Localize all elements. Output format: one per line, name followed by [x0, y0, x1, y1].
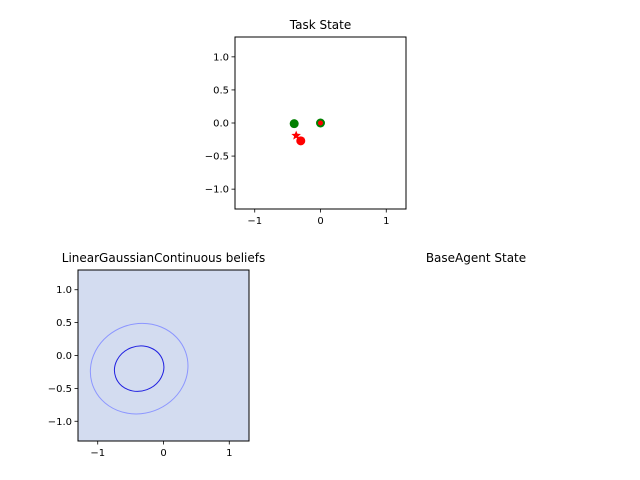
plot-area: [89, 322, 189, 415]
agent-state-title: BaseAgent State: [426, 251, 526, 265]
y-tick-label: −1.0: [48, 417, 72, 428]
chart-title: Task State: [289, 18, 351, 32]
chart-title: LinearGaussianContinuous beliefs: [62, 251, 265, 265]
y-tick-label: 1.0: [56, 285, 72, 296]
plot-background: [78, 270, 249, 441]
data-point-0: [289, 119, 299, 129]
x-tick-label: 0: [160, 448, 166, 459]
plot-area: [289, 118, 325, 146]
belief-ellipse-0: [89, 322, 189, 415]
x-tick-label: −1: [90, 448, 105, 459]
y-tick-label: 0.5: [213, 85, 229, 96]
x-tick-label: 0: [317, 216, 323, 227]
y-tick-label: −0.5: [48, 384, 72, 395]
task-state-axes: −1 0 1 1.0 0.5 0.0 −0.5 −1.0 Task State: [205, 18, 407, 227]
data-point-4: [296, 136, 306, 146]
belief-ellipse-1: [113, 345, 165, 392]
y-tick-label: 0.0: [213, 119, 229, 130]
beliefs-axes: −1 0 1 1.0 0.5 0.0 −0.5 −1.0 LinearGaussianConti…: [48, 251, 266, 459]
y-tick-label: 0.5: [56, 318, 72, 329]
y-tick-label: −1.0: [205, 185, 229, 196]
data-point-2: [318, 120, 323, 126]
y-tick-label: 1.0: [213, 52, 229, 63]
data-point-3: [291, 130, 301, 140]
y-tick-label: 0.0: [56, 351, 72, 362]
y-tick-label: −0.5: [205, 152, 229, 163]
x-tick-label: 1: [226, 448, 232, 459]
x-tick-label: −1: [247, 216, 262, 227]
x-tick-label: 1: [383, 216, 389, 227]
